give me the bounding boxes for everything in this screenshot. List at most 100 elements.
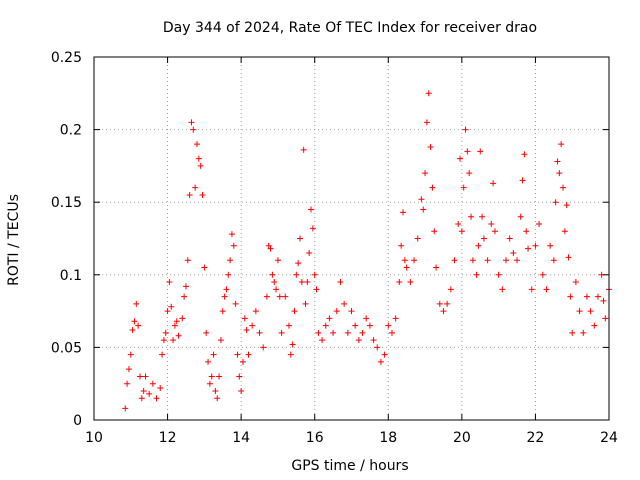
data-point [396,279,403,286]
data-point [157,385,164,392]
x-tick-label: 20 [453,430,471,446]
data-point [304,279,311,286]
data-point [138,395,145,402]
data-point [297,235,303,242]
data-point [168,303,175,310]
data-point [300,146,307,153]
data-point [181,293,188,300]
data-point [171,322,178,329]
data-point [528,286,535,293]
data-point [490,180,497,187]
data-point [565,254,572,261]
data-point [341,300,348,307]
data-point [276,293,283,300]
data-point [355,337,362,344]
data-point [411,257,418,264]
data-point [186,191,193,198]
data-point [385,322,392,329]
data-point [122,405,129,412]
y-tick-label: 0 [73,413,82,429]
data-point [532,242,539,249]
data-point [403,264,410,271]
data-point [499,286,506,293]
x-tick-label: 18 [379,430,397,446]
data-point [388,329,395,336]
data-point [170,337,177,344]
data-point [352,322,359,329]
data-point [136,373,143,380]
data-point [398,242,405,249]
y-tick-label: 0.1 [60,268,82,284]
data-point [173,318,180,325]
data-point [587,308,594,315]
data-point [184,257,191,264]
data-point [241,315,248,322]
data-point [370,337,377,344]
data-point [455,220,462,227]
data-point [431,228,438,235]
y-tick-label: 0.25 [51,50,82,66]
data-point [234,351,241,358]
data-point [227,257,234,264]
y-tick-label: 0.05 [51,340,82,356]
data-point [525,245,532,252]
data-point [536,220,543,227]
data-point [208,373,215,380]
data-point [359,329,366,336]
data-point [554,158,561,165]
data-point [491,228,498,235]
data-point [480,235,487,242]
data-point [274,257,281,264]
data-point [135,322,142,329]
data-point [160,337,167,344]
data-point [503,257,509,264]
data-point [479,213,486,220]
data-point [236,373,243,380]
data-point [558,141,565,148]
data-point [291,308,298,315]
data-points [122,90,612,412]
y-axis-label: ROTI / TECUs [6,194,22,286]
data-point [201,264,208,271]
chart-title: Day 344 of 2024, Rate Of TEC Index for r… [163,20,537,36]
data-point [560,184,567,191]
data-point [232,300,239,307]
data-point [245,351,252,358]
data-point [146,390,153,397]
data-point [495,271,502,278]
data-point [223,286,230,293]
data-point [556,170,563,177]
data-point [436,300,443,307]
data-point [517,213,524,220]
data-point [337,279,344,286]
data-point [543,286,550,293]
data-point [561,228,568,235]
x-axis-label: GPS time / hours [291,458,408,474]
plot-frame [93,56,610,421]
data-point [466,170,473,177]
data-point [175,332,182,339]
data-point [164,308,171,315]
data-point [315,329,322,336]
data-point [420,206,427,213]
data-point [142,373,149,380]
data-point [127,351,134,358]
data-point [149,380,156,387]
data-point [514,257,521,264]
data-point [422,170,429,177]
data-point [206,380,213,387]
data-point [210,351,217,358]
data-point [311,271,318,278]
data-point [293,271,300,278]
data-point [221,293,228,300]
data-point [510,250,517,257]
data-point [182,283,189,290]
data-point [418,196,425,203]
data-point [550,257,557,264]
data-point [216,373,223,380]
data-point [363,315,370,322]
data-point [153,395,160,402]
data-point [159,351,166,358]
data-point [243,326,250,333]
